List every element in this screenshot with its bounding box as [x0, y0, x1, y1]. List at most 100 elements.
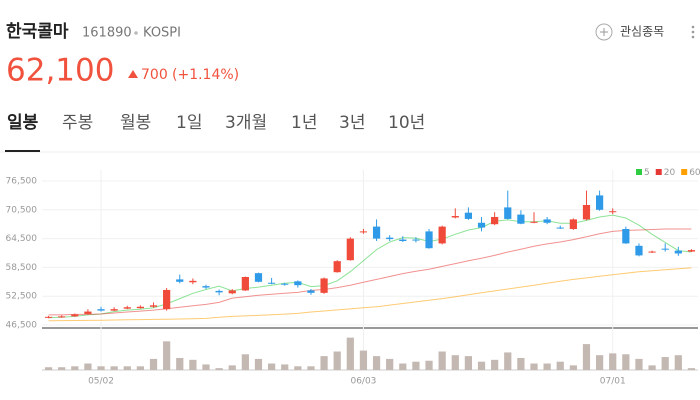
candle-body	[241, 277, 249, 291]
candle-body	[359, 231, 368, 233]
volume-bar	[595, 355, 604, 370]
volume-bar	[491, 359, 499, 370]
moving-average-line	[48, 267, 692, 322]
candle-body	[346, 238, 354, 261]
volume-bar	[333, 351, 341, 370]
tab[interactable]: 1년	[291, 113, 317, 133]
volume-bar	[267, 363, 276, 370]
candle-body	[648, 251, 656, 253]
candle-body	[58, 316, 66, 318]
tab[interactable]: 일봉	[7, 113, 39, 133]
candle-body	[582, 205, 591, 220]
candle-body	[622, 229, 630, 244]
volume-bar	[163, 341, 171, 370]
candle-body	[425, 231, 433, 249]
candle-body	[464, 212, 473, 219]
legend-label: 60	[689, 168, 700, 178]
legend-swatch	[655, 169, 662, 175]
dot[interactable]	[691, 35, 695, 39]
dot[interactable]	[691, 30, 695, 34]
candle-body	[254, 273, 263, 282]
x-tick-label: 06/03	[350, 377, 376, 387]
volume-bar	[543, 363, 551, 370]
volume-bar	[307, 366, 315, 370]
price: 62,100	[6, 53, 114, 89]
plus-icon[interactable]	[595, 23, 613, 41]
tab[interactable]: 10년	[388, 113, 425, 133]
tab[interactable]: 3개월	[225, 113, 267, 133]
change-percent: (+1.14%)	[172, 67, 239, 83]
volume-bar	[346, 337, 354, 370]
candle-body	[661, 248, 669, 250]
candle-body	[189, 280, 197, 283]
candle-body	[333, 261, 341, 273]
candle-body	[635, 245, 643, 256]
y-tick-label: 70,500	[6, 205, 38, 215]
tab[interactable]: 월봉	[120, 113, 151, 133]
candle-body	[44, 316, 53, 318]
volume-bar	[425, 360, 433, 370]
volume-bar	[661, 357, 669, 370]
volume-bar	[149, 358, 158, 370]
volume-bar	[228, 365, 236, 370]
volume-bar	[477, 361, 486, 370]
volume-bar	[241, 354, 249, 370]
watch-button[interactable]: 관심종목	[595, 23, 664, 41]
watch-label[interactable]: 관심종목	[620, 25, 664, 39]
candle-body	[320, 278, 328, 293]
candle-body	[477, 222, 486, 228]
y-tick-label: 46,500	[6, 321, 38, 331]
volume-bar	[359, 350, 368, 370]
y-tick-label: 52,500	[6, 292, 38, 302]
dot[interactable]	[691, 25, 695, 29]
candle-body	[71, 314, 79, 317]
candle-body	[228, 290, 236, 294]
volume-bar	[176, 357, 184, 370]
volume-bar	[189, 359, 197, 370]
volume-bar	[609, 353, 617, 370]
candle-body	[136, 306, 145, 309]
candle-body	[412, 239, 420, 241]
candle-body	[569, 219, 577, 229]
volume-bar	[504, 352, 512, 370]
volume-bar	[97, 366, 105, 370]
candle-body	[294, 281, 302, 286]
volume-bar	[399, 363, 407, 370]
candle-body	[215, 290, 223, 293]
up-arrow	[128, 70, 138, 78]
tab[interactable]: 1일	[176, 113, 202, 133]
candle-body	[517, 214, 525, 224]
candle-body	[504, 207, 512, 219]
tab[interactable]: 주봉	[62, 113, 93, 133]
candle-body	[163, 289, 171, 310]
volume-bar	[58, 367, 66, 370]
volume-bar	[648, 365, 656, 370]
moving-average-line	[48, 214, 692, 319]
candle-body	[281, 283, 289, 285]
candle-body	[202, 286, 210, 288]
volume-bar	[464, 356, 473, 370]
volume-bar	[687, 368, 696, 370]
y-tick-label: 76,500	[6, 177, 38, 187]
volume-bar	[123, 366, 131, 370]
change: 700	[141, 67, 168, 83]
plus-sign[interactable]	[600, 28, 608, 36]
volume-bar	[635, 358, 643, 370]
separator-dot	[134, 31, 138, 35]
volume-bar	[674, 355, 682, 370]
volume-bar	[281, 364, 289, 370]
volume-bar	[84, 363, 92, 370]
volume-bar	[582, 344, 591, 370]
volume-bar	[372, 356, 381, 370]
volume-bar	[254, 358, 263, 370]
volume-bar	[622, 354, 630, 370]
volume-bar	[412, 361, 420, 370]
volume-bar	[386, 358, 394, 370]
volume-bar	[202, 364, 210, 370]
volume-bar	[136, 366, 145, 370]
tab[interactable]: 3년	[339, 113, 365, 133]
candle-body	[687, 250, 696, 252]
volume-bar	[438, 351, 446, 370]
more-menu[interactable]	[691, 25, 695, 39]
candle-body	[556, 227, 564, 229]
